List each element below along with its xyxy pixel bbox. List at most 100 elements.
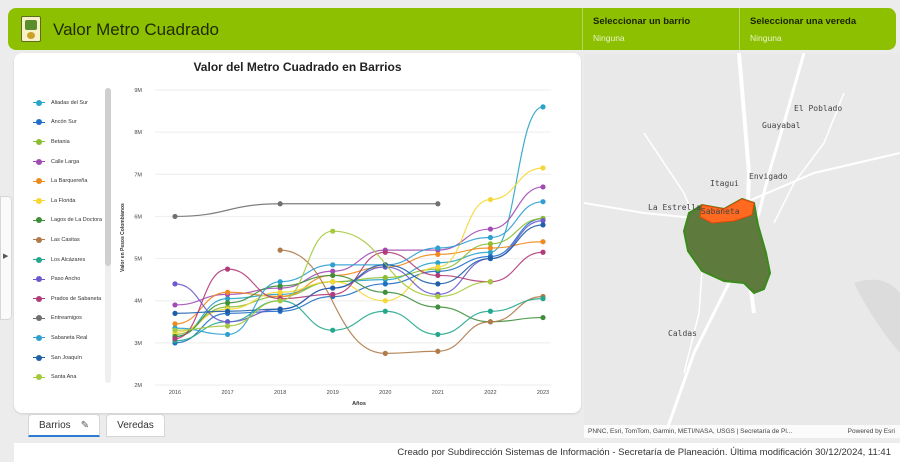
data-point [435,260,441,266]
legend-item[interactable]: Ancón Sur [33,113,113,133]
legend-label: Entreamigos [51,315,82,322]
data-point [435,348,441,354]
legend-swatch [33,334,45,342]
data-point [330,262,336,268]
pencil-icon[interactable]: ✎ [80,420,90,431]
legend-swatch [33,354,45,362]
map-view[interactable]: El Poblado Guayabal Itagui Envigado La E… [584,53,900,438]
vereda-selector-value[interactable]: Ninguna [750,33,782,43]
legend-item[interactable]: Paso Ancho [33,269,113,289]
legend-item[interactable]: Las Casitas [33,230,113,250]
legend-swatch [33,236,45,244]
vereda-selector[interactable]: Seleccionar una vereda Ninguna [739,8,896,50]
place-label-envigado: Envigado [749,172,788,181]
data-point [382,249,388,255]
data-point [487,245,494,251]
legend-item[interactable]: Lagos de La Doctora [33,211,113,231]
data-point [330,291,336,297]
tab-bar: Barrios ✎ Veredas [28,414,171,438]
x-tick-label: 2020 [379,390,391,396]
legend-item[interactable]: San Joaquín [33,348,113,368]
green-area [854,279,900,353]
data-point [435,272,441,279]
y-tick-label: 3M [134,341,142,347]
legend-swatch [33,177,45,185]
data-point [172,213,178,220]
x-axis-label: Años [352,401,366,407]
y-axis-label: Valor en Pesos Colombianos [120,203,126,272]
legend-swatch [33,216,45,224]
side-panel-toggle[interactable]: ▶ [0,196,12,320]
legend-item[interactable]: Santa Ana [33,367,113,383]
data-point [540,249,546,255]
x-tick-label: 2021 [432,390,444,396]
data-point [277,279,283,285]
x-tick-label: 2023 [537,390,549,396]
data-point [487,196,494,203]
data-point [540,218,546,224]
data-point [277,298,283,304]
legend-swatch [33,197,45,205]
data-point [330,279,336,285]
data-point [172,281,178,287]
footer-bar: Creado por Subdirección Sistemas de Info… [14,443,900,462]
tab-veredas[interactable]: Veredas [106,414,165,437]
y-tick-label: 7M [134,172,142,178]
legend-item[interactable]: Entreamigos [33,309,113,329]
data-point [277,247,283,253]
legend-label: Sabaneta Real [51,334,88,341]
legend-label: Calle Larga [51,158,80,165]
data-point [224,331,231,338]
legend-item[interactable]: Betania [33,132,113,152]
powered-by-esri[interactable]: Powered by Esri [847,428,895,435]
series-line [174,217,544,336]
legend-label: Paso Ancho [51,276,81,283]
barrio-selector[interactable]: Seleccionar un barrio Ninguna [582,8,739,50]
legend-item[interactable]: La Barquereña [33,171,113,191]
legend-item[interactable]: Los Alcázares [33,250,113,270]
data-point [172,302,178,308]
sabaneta-urban-area[interactable] [699,198,755,224]
legend-item[interactable]: Calle Larga [33,152,113,172]
data-point [277,289,283,295]
line-chart: 2M 3M 4M 5M 6M 7M 8M 9M 2016 2017 2018 2019 2020 2021… [120,88,551,407]
municipality-shield-logo [21,16,41,42]
data-point [382,308,388,314]
chart-legend[interactable]: Aliadas del Sur Ancón Sur Betania Calle Lar… [33,93,113,383]
data-point [224,300,231,306]
data-point [277,283,283,289]
legend-label: Las Casitas [51,236,80,243]
legend-swatch [33,158,45,166]
basemap[interactable]: El Poblado Guayabal Itagui Envigado La E… [584,53,900,438]
data-point [277,201,283,207]
series-line [174,201,544,336]
legend-item[interactable]: Aliadas del Sur [33,93,113,113]
place-label-caldas: Caldas [668,329,697,338]
data-point [277,306,283,312]
x-tick-label: 2022 [484,390,496,396]
barrio-selector-value[interactable]: Ninguna [593,33,625,43]
legend-label: La Florida [51,197,76,204]
legend-swatch [33,373,45,381]
data-point [172,310,178,316]
data-point [540,296,546,302]
data-point [540,314,546,321]
legend-label: La Barquereña [51,178,88,185]
tab-barrios[interactable]: Barrios ✎ [28,414,101,437]
legend-item[interactable]: La Florida [33,191,113,211]
y-tick-label: 8M [134,130,142,136]
data-point [487,241,494,247]
tab-veredas-label: Veredas [117,420,154,431]
x-tick-label: 2018 [274,390,286,396]
legend-label: Aliadas del Sur [51,99,88,106]
chart-title: Valor del Metro Cuadrado en Barrios [193,60,402,74]
y-tick-label: 6M [134,214,142,220]
legend-scrollbar-thumb[interactable] [105,88,111,266]
legend-item[interactable]: Prados de Sabaneta [33,289,113,309]
app-title: Valor Metro Cuadrado [53,20,219,39]
data-point [172,321,178,327]
place-label-la-estrella: La Estrella [648,203,701,212]
vereda-selector-label: Seleccionar una vereda [750,16,857,27]
legend-label: San Joaquín [51,354,82,361]
legend-item[interactable]: Sabaneta Real [33,328,113,348]
